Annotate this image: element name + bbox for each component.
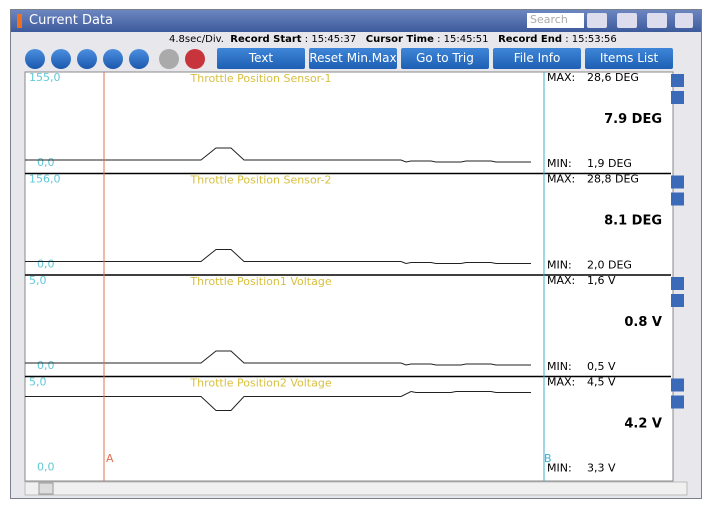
scroll-thumb[interactable]: [38, 482, 54, 495]
min-label: MIN:: [547, 157, 572, 170]
max-value: 28,6 DEG: [587, 71, 639, 84]
max-value: 4,5 V: [587, 376, 616, 389]
record-end-label: Record End: [498, 34, 563, 45]
signal-name: Throttle Position1 Voltage: [189, 275, 331, 288]
info-line: 4.8sec/Div. Record Start : 15:45:37 Curs…: [169, 34, 617, 45]
window: Current Data Search 4.8sec/Div. Record S…: [10, 9, 702, 499]
record-start: : 15:45:37: [304, 34, 357, 45]
axis-min: 0,0: [37, 156, 55, 169]
min-value: 1,9 DEG: [587, 157, 632, 170]
min-value: 2,0 DEG: [587, 259, 632, 272]
close-button[interactable]: [671, 74, 684, 87]
min-value: 0,5 V: [587, 360, 616, 373]
cursor-time: : 15:45:51: [437, 34, 489, 45]
list-button[interactable]: [617, 13, 637, 28]
prev-button[interactable]: [51, 49, 71, 69]
close-button[interactable]: [671, 277, 684, 290]
graph-area: 155,0 0,0 Throttle Position Sensor-1 MAX: 28…: [24, 71, 688, 496]
stop-button[interactable]: [77, 49, 97, 69]
search-button[interactable]: [587, 13, 607, 28]
expand-button[interactable]: [671, 395, 684, 409]
file-info-button[interactable]: File Info: [493, 48, 581, 69]
panels: 155,0 0,0 Throttle Position Sensor-1 MAX: 28…: [25, 71, 684, 475]
zoom-out-button[interactable]: [185, 49, 205, 69]
scrollbar[interactable]: [24, 481, 688, 496]
min-label: MIN:: [547, 360, 572, 373]
signal-name: Throttle Position Sensor-2: [190, 174, 332, 187]
expand-button[interactable]: [671, 294, 684, 307]
min-label: MIN:: [547, 259, 572, 272]
expand-button[interactable]: [671, 192, 684, 206]
max-value: 1,6 V: [587, 274, 616, 287]
time-div: 4.8sec/Div.: [169, 34, 224, 45]
cursor-time-label: Cursor Time: [365, 34, 434, 45]
max-label: MAX:: [547, 71, 575, 84]
current-value: 7.9 DEG: [604, 112, 662, 127]
waveform: [25, 147, 531, 163]
expand-button[interactable]: [671, 91, 684, 104]
max-label: MAX:: [547, 274, 575, 287]
signal-name: Throttle Position2 Voltage: [189, 377, 331, 390]
axis-max: 5,0: [29, 274, 47, 287]
min-value: 3,3 V: [587, 462, 616, 475]
rewind-button[interactable]: [25, 49, 45, 69]
fast-forward-button[interactable]: [129, 49, 149, 69]
current-value: 0.8 V: [624, 315, 662, 330]
axis-max: 5,0: [29, 376, 47, 389]
retry-button[interactable]: [647, 13, 667, 28]
signal-name: Throttle Position Sensor-1: [190, 72, 332, 85]
max-value: 28,8 DEG: [587, 173, 639, 186]
items-list-button[interactable]: Items List: [585, 48, 673, 69]
waveform: [25, 350, 531, 366]
axis-min: 0,0: [37, 258, 55, 271]
window-title: Current Data: [29, 13, 113, 28]
trigger-button[interactable]: Go to Trig: [401, 48, 489, 69]
min-label: MIN:: [547, 462, 572, 475]
reset-button[interactable]: Reset Min.Max: [309, 48, 397, 69]
app-icon: [17, 14, 22, 28]
axis-min: 0,0: [37, 359, 55, 372]
cursor-b-label: B: [544, 452, 552, 465]
axis-max: 156,0: [29, 173, 61, 186]
cursor-a-label: A: [106, 452, 114, 465]
zoom-in-button[interactable]: [159, 49, 179, 69]
title-bar: Current Data Search: [11, 10, 701, 32]
record-end: : 15:53:56: [565, 34, 617, 45]
waveform: [25, 390, 531, 411]
max-label: MAX:: [547, 173, 575, 186]
current-value: 8.1 DEG: [604, 214, 662, 229]
record-start-label: Record Start: [230, 34, 302, 45]
max-label: MAX:: [547, 376, 575, 389]
axis-max: 155,0: [29, 71, 61, 84]
close-button[interactable]: [671, 378, 684, 392]
view-mode-select[interactable]: Text: [217, 48, 305, 69]
close-button[interactable]: [671, 175, 684, 189]
search-box[interactable]: Search: [527, 13, 584, 28]
axis-min: 0,0: [37, 461, 55, 474]
next-button[interactable]: [103, 49, 123, 69]
current-value: 4.2 V: [624, 417, 662, 432]
waveform: [25, 249, 531, 265]
graph-background: [24, 71, 674, 482]
window-button[interactable]: [675, 13, 693, 28]
